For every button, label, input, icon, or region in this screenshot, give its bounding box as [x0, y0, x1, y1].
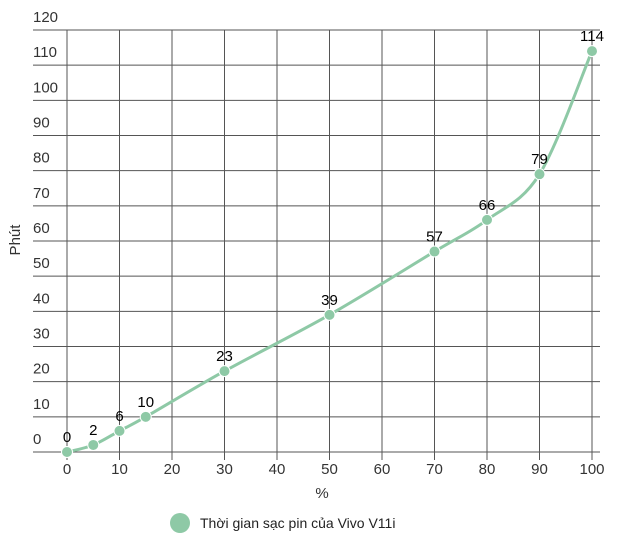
y-tick-label: 50 — [33, 255, 50, 272]
y-tick-label: 0 — [33, 431, 41, 448]
data-label: 39 — [321, 292, 338, 309]
point — [61, 446, 73, 458]
data-label: 2 — [89, 422, 97, 439]
point — [87, 438, 100, 451]
point — [533, 168, 546, 181]
point — [481, 213, 493, 226]
y-tick-label: 60 — [33, 220, 50, 237]
data-label: 57 — [426, 229, 443, 246]
point — [323, 308, 336, 321]
y-tick-label: 100 — [33, 79, 58, 96]
y-tick-label: 40 — [33, 290, 50, 307]
y-tick-label: 110 — [33, 44, 57, 61]
data-label: 114 — [580, 28, 604, 45]
y-axis-label: Phút — [7, 224, 24, 256]
point — [428, 245, 441, 258]
x-tick-label: 100 — [579, 461, 604, 478]
x-tick-label: 20 — [164, 461, 181, 478]
x-tick-label: 50 — [321, 461, 338, 478]
y-tick-label: 70 — [33, 185, 50, 202]
legend-label: Thời gian sạc pin của Vivo V11i — [200, 515, 395, 531]
y-tick-label: 30 — [33, 326, 50, 343]
legend-marker — [170, 513, 190, 533]
x-tick-label: 90 — [531, 461, 548, 478]
y-tick-label: 90 — [33, 115, 50, 132]
y-tick-label: 80 — [33, 150, 50, 167]
line — [66, 50, 594, 454]
x-tick-label: 10 — [111, 461, 128, 478]
x-tick-label: 30 — [216, 461, 233, 478]
y-tick-label: 10 — [33, 396, 50, 413]
point — [113, 424, 126, 437]
data-label: 0 — [63, 429, 71, 446]
x-tick-label: 40 — [269, 461, 286, 478]
x-tick-label: 60 — [374, 461, 391, 478]
data-label: 23 — [216, 348, 233, 365]
x-tick-label: 0 — [63, 461, 71, 478]
data-label: 79 — [531, 151, 548, 168]
x-tick-label: 70 — [426, 461, 443, 478]
data-label: 10 — [137, 394, 154, 411]
data-label: 6 — [115, 408, 123, 425]
point — [586, 45, 598, 58]
data-label: 66 — [479, 197, 496, 214]
point — [139, 410, 152, 423]
point — [218, 365, 231, 378]
y-tick-label: 120 — [33, 9, 58, 26]
y-tick-label: 20 — [33, 361, 50, 378]
x-axis-label: % — [315, 485, 328, 502]
x-tick-label: 80 — [479, 461, 496, 478]
